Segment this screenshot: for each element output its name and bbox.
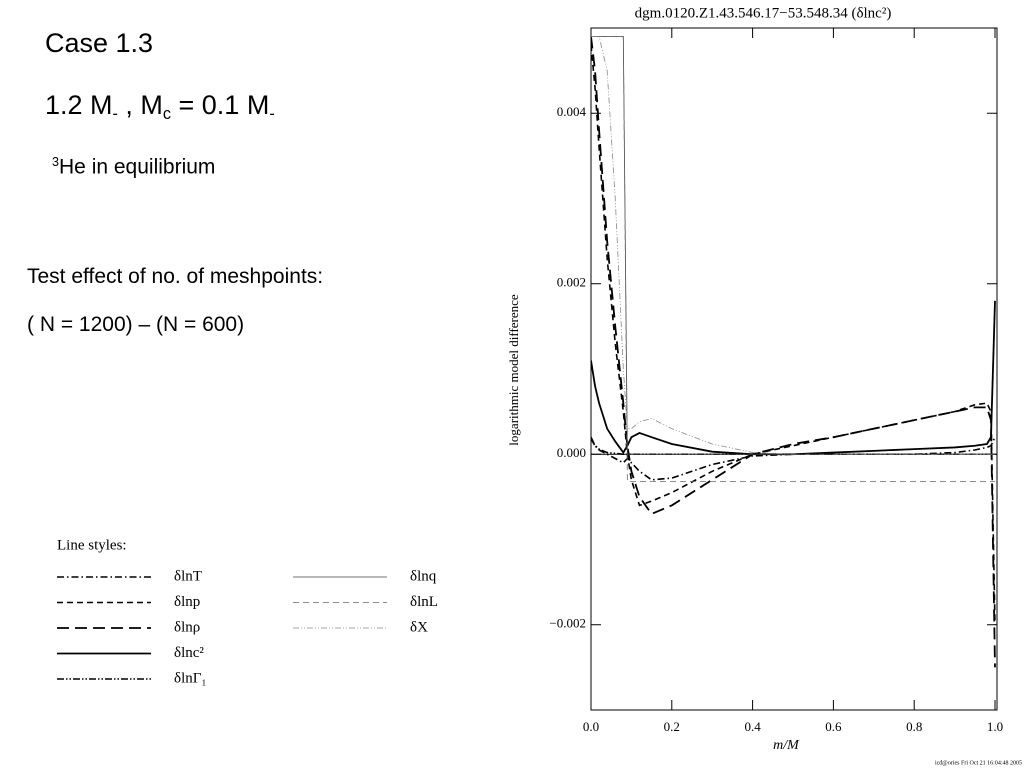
legend-label: δlnc² — [174, 645, 204, 661]
y-tick-label: 0.004 — [557, 104, 587, 119]
test-line: Test effect of no. of meshpoints: — [27, 265, 324, 288]
text: = 0.1 M — [171, 90, 270, 120]
text: , M — [117, 90, 163, 120]
y-tick-label: −0.002 — [549, 616, 586, 631]
text: - — [112, 104, 118, 123]
chart-title: dgm.0120.Z1.43.546.17−53.548.34 (δlnc²) — [635, 5, 892, 21]
y-tick-label: 0.002 — [557, 275, 586, 290]
series-line — [591, 36, 996, 668]
plot-frame — [590, 27, 998, 711]
text: - — [269, 104, 275, 123]
series-line — [591, 44, 996, 625]
mass-line: 1.2 M- , Mc = 0.1 M- — [45, 90, 275, 124]
legend-label: δlnq — [410, 568, 437, 584]
heading: Case 1.3 — [45, 28, 154, 58]
series-line — [591, 36, 995, 455]
legend-title: Line styles: — [57, 537, 127, 553]
series-line — [591, 36, 995, 482]
series-line — [591, 36, 995, 455]
x-tick-label: 0.6 — [825, 719, 842, 734]
x-tick-label: 0.8 — [906, 719, 922, 734]
plot-area — [591, 36, 996, 668]
series-line — [591, 436, 996, 481]
legend-label: δlnL — [410, 594, 438, 610]
text: He in equilibrium — [59, 155, 216, 179]
diff-line: ( N = 1200) – (N = 600) — [27, 313, 245, 336]
series-line — [591, 438, 995, 456]
text: 1.2 M — [45, 90, 113, 120]
series-line — [591, 300, 996, 456]
legend-label: δlnρ — [174, 619, 200, 635]
legend-label: δlnp — [174, 594, 200, 610]
footer: icd@ories Fri Oct 21 16:04:48 2005 — [935, 760, 1022, 766]
y-axis-label: logarithmic model difference — [506, 294, 521, 446]
x-axis-label: m/M — [773, 738, 800, 753]
text: 3 — [52, 155, 60, 169]
legend-label: δX — [410, 619, 428, 635]
y-tick-label: 0.000 — [557, 445, 586, 460]
legend-label: δlnΓ₁ — [174, 670, 207, 686]
x-tick-label: 1.0 — [987, 719, 1003, 734]
x-tick-label: 0.0 — [583, 719, 599, 734]
legend-label: δlnT — [174, 568, 202, 584]
x-tick-label: 0.2 — [664, 719, 680, 734]
x-tick-label: 0.4 — [744, 719, 761, 734]
he-line: 3He in equilibrium — [52, 155, 215, 180]
text: c — [162, 104, 172, 123]
